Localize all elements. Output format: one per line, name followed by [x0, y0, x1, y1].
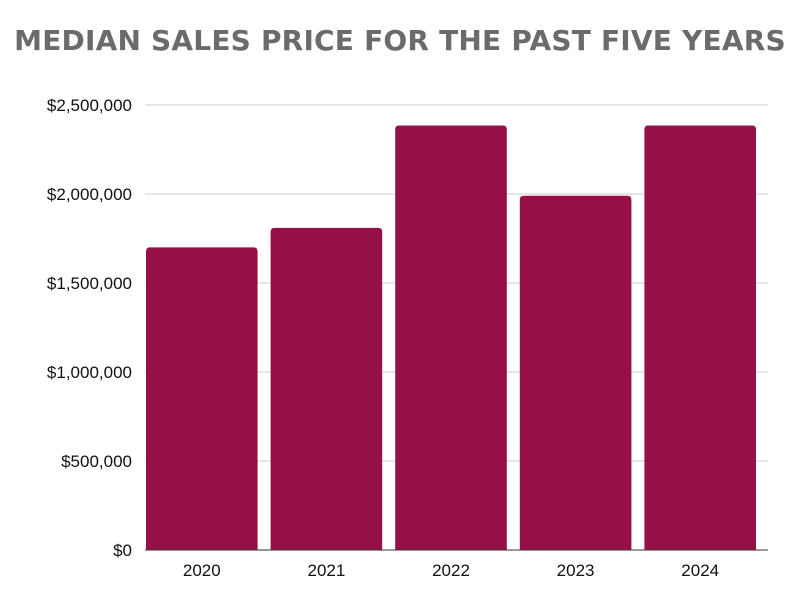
y-tick-label: $2,000,000 — [47, 185, 132, 204]
y-tick-label: $1,000,000 — [47, 363, 132, 382]
y-tick-label: $1,500,000 — [47, 274, 132, 293]
x-tick-label: 2022 — [432, 561, 470, 580]
bar-2020 — [146, 247, 258, 550]
x-axis-ticks: 2020 2021 2022 2023 2024 — [183, 561, 719, 580]
bar-2021 — [270, 227, 383, 550]
x-tick-label: 2024 — [681, 561, 719, 580]
y-tick-label: $2,500,000 — [47, 96, 132, 115]
y-axis-ticks: $0 $500,000 $1,000,000 $1,500,000 $2,000,000… — [47, 96, 132, 560]
y-tick-label: $500,000 — [61, 452, 132, 471]
bars — [146, 125, 756, 550]
x-tick-label: 2020 — [183, 561, 221, 580]
chart-title: MEDIAN SALES PRICE FOR THE PAST FIVE YEA… — [14, 24, 786, 57]
bar-2024 — [644, 125, 756, 550]
y-tick-label: $0 — [113, 541, 132, 560]
x-tick-label: 2021 — [307, 561, 345, 580]
bar-2023 — [519, 195, 632, 550]
bar-2022 — [395, 125, 507, 550]
x-tick-label: 2023 — [557, 561, 595, 580]
